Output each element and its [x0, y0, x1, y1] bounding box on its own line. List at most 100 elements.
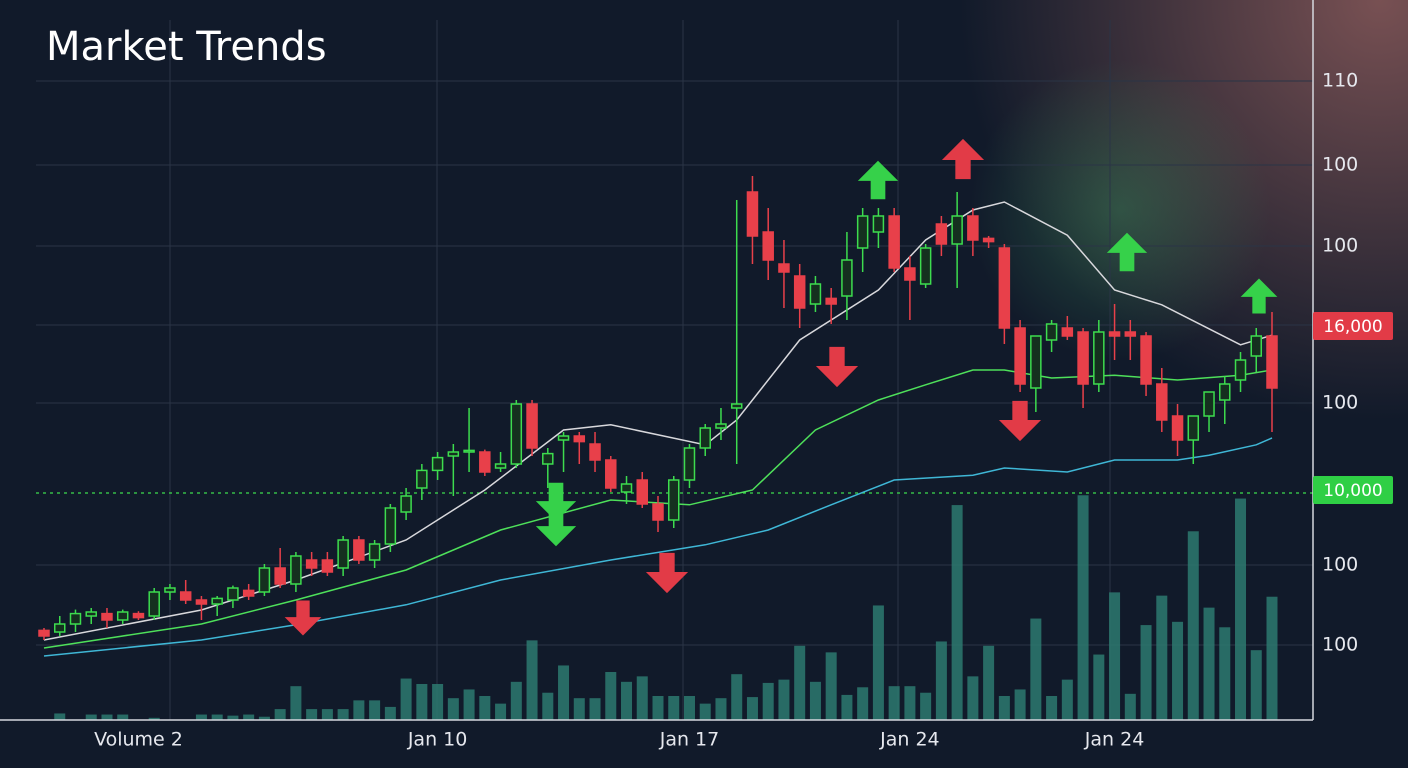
volume-bar	[306, 709, 318, 720]
volume-bar	[762, 682, 774, 720]
candle	[1045, 320, 1058, 352]
trend-line	[43, 437, 1273, 657]
volume-bars	[54, 495, 1278, 720]
candle-body	[69, 612, 82, 625]
candle-body	[132, 612, 145, 619]
candle	[715, 408, 727, 440]
candle	[1250, 328, 1263, 372]
candle	[1077, 328, 1089, 408]
volume-bar	[558, 665, 570, 720]
volume-bar	[321, 709, 333, 720]
candle	[1124, 320, 1137, 360]
x-tick-label: Jan 17	[659, 729, 720, 751]
volume-bar	[920, 692, 932, 720]
candle	[1156, 368, 1168, 432]
candle	[730, 200, 743, 464]
volume-bar	[1172, 621, 1184, 720]
candle	[1140, 332, 1152, 396]
y-axis-label: 100	[1322, 634, 1358, 656]
candle	[447, 444, 460, 496]
volume-bar	[400, 678, 412, 720]
volume-bar	[1046, 696, 1058, 720]
volume-bar	[668, 696, 680, 720]
candle-body	[148, 591, 160, 617]
candle	[148, 588, 160, 620]
candle-body	[1203, 391, 1215, 417]
candle-body	[573, 435, 586, 443]
volume-bar	[117, 714, 129, 720]
volume-bar	[85, 714, 97, 720]
candle-body	[510, 403, 523, 465]
volume-bar	[1124, 693, 1136, 720]
volume-bar	[904, 686, 916, 720]
trend-line	[43, 201, 1273, 641]
candle-body	[919, 247, 932, 285]
candle-body	[1045, 323, 1058, 341]
candle-body	[1171, 415, 1184, 441]
volume-bar	[54, 713, 66, 720]
candle	[982, 236, 995, 248]
chart-title: Market Trends	[46, 24, 327, 70]
candle-body	[353, 539, 365, 561]
candle	[1171, 404, 1184, 456]
volume-bar	[605, 672, 617, 720]
candle	[227, 585, 239, 608]
candle	[1014, 320, 1026, 392]
candle	[258, 564, 271, 596]
candle-body	[652, 503, 664, 521]
candle	[526, 400, 538, 456]
volume-bar	[479, 696, 491, 720]
volume-bar	[526, 640, 538, 720]
candle	[699, 424, 711, 456]
candle-body	[951, 215, 963, 245]
candle-body	[1030, 335, 1042, 389]
candle-body	[1187, 415, 1200, 441]
candle	[53, 616, 66, 636]
candle	[431, 452, 444, 480]
candle-body	[211, 597, 223, 605]
x-tick-label: Volume 2	[94, 729, 183, 751]
volume-bar	[699, 703, 711, 720]
candle	[416, 464, 428, 500]
candle	[1061, 316, 1074, 340]
candle-body	[431, 456, 444, 472]
plot	[38, 176, 1278, 720]
volume-bar	[1203, 607, 1215, 720]
volume-bar	[683, 696, 695, 720]
candle	[951, 192, 963, 288]
candle	[305, 552, 318, 576]
candle-body	[904, 267, 916, 281]
candle	[195, 596, 208, 620]
candle-body	[1108, 331, 1121, 337]
candle-body	[1124, 331, 1137, 337]
candle	[888, 208, 900, 272]
candle-body	[227, 587, 239, 601]
candle-body	[1156, 383, 1168, 421]
candle	[479, 449, 491, 476]
candle	[605, 456, 617, 492]
candle-body	[416, 469, 428, 489]
candle-body	[179, 591, 192, 601]
candle	[762, 208, 774, 280]
volume-bar	[998, 696, 1010, 720]
candle	[1266, 312, 1278, 432]
candle	[652, 496, 664, 532]
volume-bar	[967, 676, 979, 720]
volume-bar	[825, 652, 837, 720]
x-tick-label: Jan 10	[407, 729, 468, 751]
volume-bar	[1156, 595, 1168, 720]
candle-body	[1234, 359, 1247, 381]
volume-bar	[872, 605, 884, 720]
candle-body	[305, 559, 318, 569]
candle	[573, 432, 586, 464]
candle-body	[762, 231, 774, 261]
candle-body	[526, 403, 538, 449]
candle-body	[494, 463, 507, 469]
candle	[164, 584, 176, 600]
candle-body	[1140, 335, 1152, 385]
candle	[998, 244, 1011, 344]
volume-bar	[290, 686, 302, 720]
candle-body	[368, 543, 381, 561]
volume-bar	[715, 698, 727, 720]
grid	[36, 20, 1313, 720]
